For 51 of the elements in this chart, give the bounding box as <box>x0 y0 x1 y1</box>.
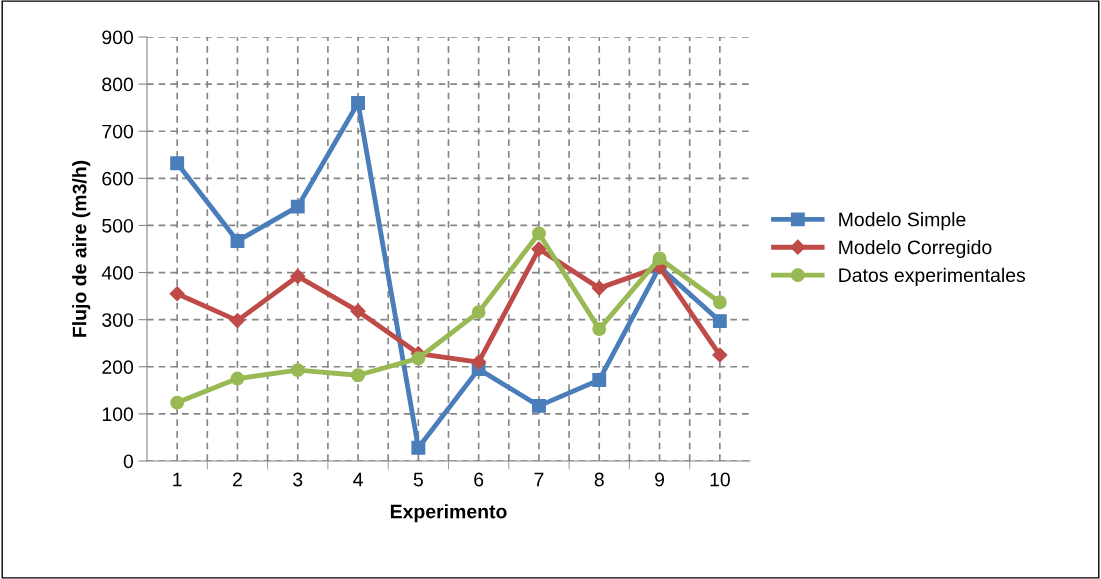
point <box>712 295 727 310</box>
point <box>471 354 487 370</box>
x-tick-label: 5 <box>413 472 423 487</box>
point <box>592 322 607 337</box>
y-tick-label: 300 <box>102 313 134 327</box>
point <box>351 368 365 383</box>
point <box>532 226 546 241</box>
point <box>471 305 486 320</box>
legend-label: Datos experimentales <box>839 267 1026 286</box>
point <box>532 398 546 413</box>
x-axis-title: Experimento <box>390 504 507 523</box>
y-tick-label: 900 <box>102 30 134 45</box>
point <box>531 241 547 257</box>
point <box>712 347 728 363</box>
point <box>290 363 305 378</box>
y-tick-label: 400 <box>101 266 134 280</box>
y-tick-label: 500 <box>102 218 134 233</box>
y-tick-label: 600 <box>102 171 134 186</box>
point <box>592 373 607 387</box>
x-tick-label: 6 <box>474 472 484 487</box>
point <box>290 268 306 284</box>
point <box>411 440 426 455</box>
y-tick-label: 200 <box>102 360 134 375</box>
point <box>712 314 727 329</box>
y-tick-label: 800 <box>102 77 134 92</box>
y-tick-label: 700 <box>102 124 134 139</box>
point <box>411 351 426 366</box>
x-tick-label: 2 <box>233 472 242 487</box>
point <box>230 234 245 248</box>
point <box>351 96 365 110</box>
x-tick-label: 1 <box>173 472 182 487</box>
x-tick-label: 10 <box>710 472 730 487</box>
y-tick-label: 100 <box>102 407 134 422</box>
y-axis-title: Flujo de aire (m3/h) <box>72 160 91 337</box>
y-tick-label: 0 <box>123 454 134 469</box>
point <box>652 251 667 266</box>
point <box>290 199 305 214</box>
x-tick-label: 4 <box>353 472 363 487</box>
point <box>591 280 607 296</box>
point <box>170 395 185 410</box>
point <box>350 303 366 319</box>
x-tick-label: 3 <box>293 472 303 487</box>
x-tick-label: 9 <box>655 472 665 487</box>
legend-label: Modelo Corregido <box>839 239 992 259</box>
point <box>169 286 185 302</box>
point <box>229 313 246 329</box>
point <box>230 371 245 386</box>
x-tick-label: 8 <box>594 472 604 487</box>
legend-label: Modelo Simple <box>839 212 966 231</box>
point <box>170 156 185 171</box>
x-tick-label: 7 <box>534 472 544 487</box>
